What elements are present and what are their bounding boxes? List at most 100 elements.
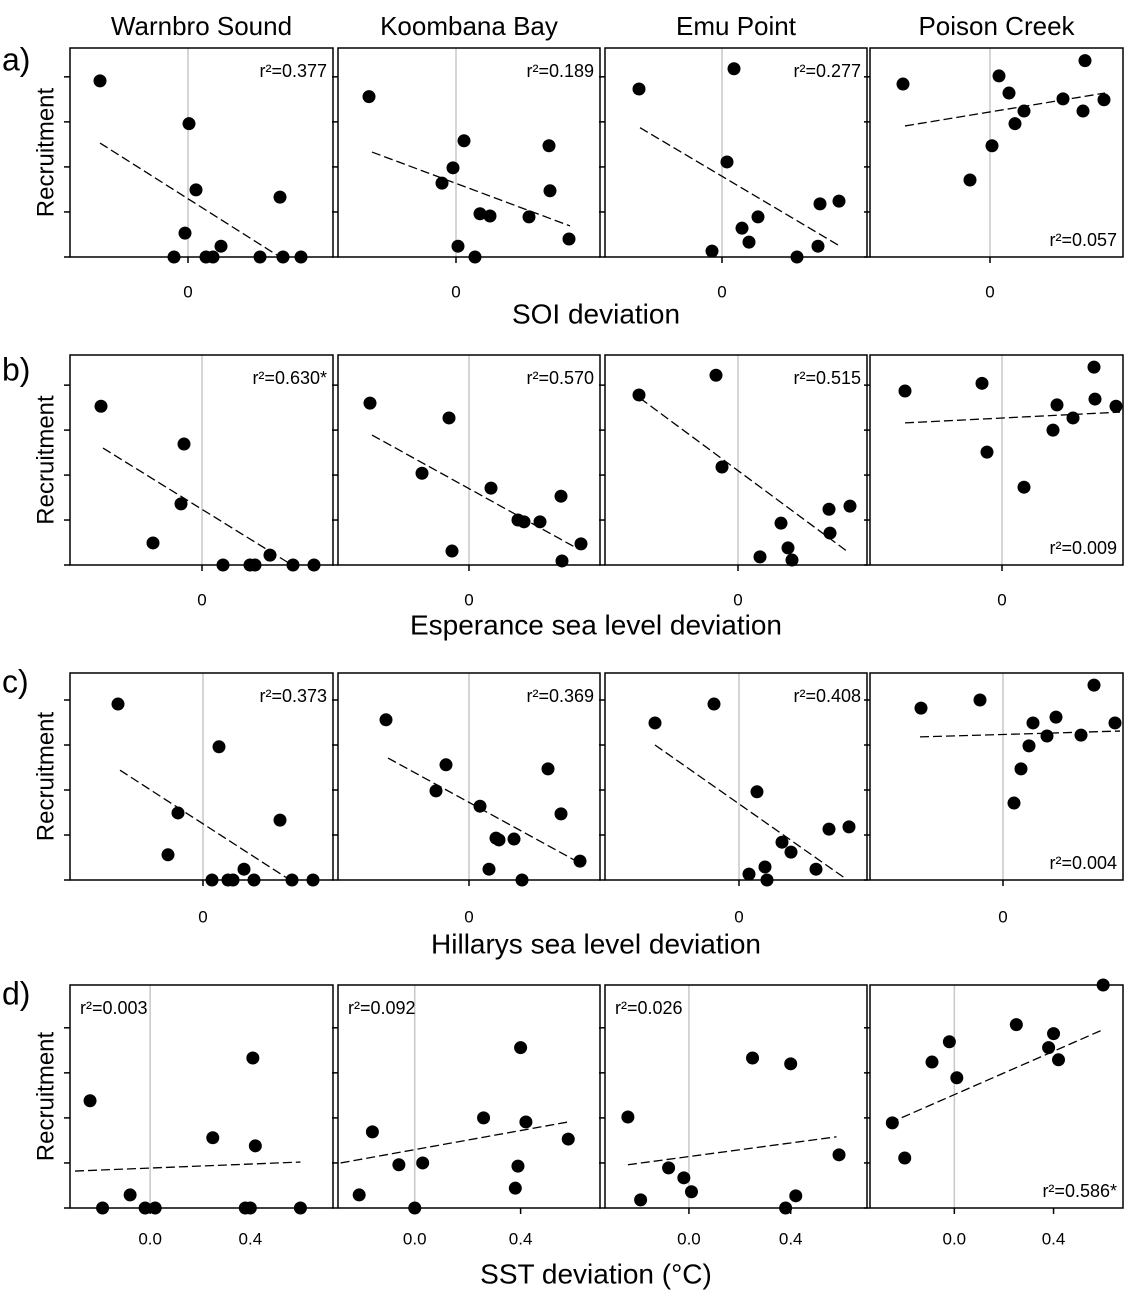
y-axis-label: Recruitment <box>32 395 59 525</box>
point <box>963 173 977 187</box>
point <box>758 860 772 874</box>
panel-frame <box>337 354 601 566</box>
x-tick-label: 0 <box>997 590 1006 609</box>
point <box>784 1057 798 1071</box>
panel-frame <box>604 984 868 1209</box>
point <box>823 526 837 540</box>
point <box>1017 104 1031 118</box>
y-axis-label: Recruitment <box>32 87 59 217</box>
point <box>573 854 587 868</box>
point <box>1040 729 1054 743</box>
x-tick-label: 0.4 <box>239 1229 263 1248</box>
point <box>482 862 496 876</box>
column-title: Koombana Bay <box>380 11 558 41</box>
point <box>742 235 756 249</box>
point <box>735 221 749 235</box>
point <box>980 445 994 459</box>
point <box>662 1161 676 1175</box>
point <box>511 1159 525 1173</box>
point <box>492 833 506 847</box>
point <box>621 1110 635 1124</box>
point <box>1046 423 1060 437</box>
point <box>925 1055 939 1069</box>
x-tick-label: 0 <box>998 907 1007 926</box>
trend-line <box>119 769 291 881</box>
point <box>446 161 460 175</box>
point <box>1014 762 1028 776</box>
panel-frame <box>604 354 868 566</box>
panel-frame <box>69 47 334 258</box>
point <box>1042 1041 1056 1055</box>
x-axis-label: SOI deviation <box>512 298 680 329</box>
panel-frame <box>604 672 868 881</box>
trend-line <box>919 730 1121 738</box>
point <box>1052 1053 1066 1067</box>
point <box>709 368 723 382</box>
x-tick-label: 0.4 <box>1042 1229 1066 1248</box>
x-tick-label: 0.4 <box>509 1229 533 1248</box>
point <box>632 82 646 96</box>
point <box>484 481 498 495</box>
point <box>727 62 741 76</box>
x-tick-label: 0 <box>198 907 207 926</box>
trend-line <box>102 447 293 566</box>
point <box>507 832 521 846</box>
point <box>415 466 429 480</box>
point <box>177 437 191 451</box>
point <box>273 190 287 204</box>
column-title: Poison Creek <box>918 11 1075 41</box>
point <box>392 1158 406 1172</box>
point <box>843 499 857 513</box>
x-tick-label: 0.4 <box>779 1229 803 1248</box>
point <box>973 693 987 707</box>
r-squared: r²=0.057 <box>1049 230 1117 250</box>
point <box>416 1156 430 1170</box>
point <box>898 1151 912 1165</box>
r-squared: r²=0.009 <box>1049 538 1117 558</box>
r-squared: r²=0.570 <box>526 368 594 388</box>
point <box>842 820 856 834</box>
point <box>1078 54 1092 68</box>
point <box>574 537 588 551</box>
x-tick-label: 0 <box>717 282 726 301</box>
x-axis-label: Hillarys sea level deviation <box>431 928 761 959</box>
column-title: Warnbro Sound <box>111 11 292 41</box>
panel-frame <box>869 672 1124 881</box>
panel-frame <box>869 984 1124 1209</box>
point <box>519 1115 533 1129</box>
row-label: c) <box>2 663 29 699</box>
x-axis-label: SST deviation (°C) <box>480 1258 712 1289</box>
point <box>457 134 471 148</box>
trend-line <box>889 1029 1104 1124</box>
point <box>93 74 107 88</box>
point <box>1066 411 1080 425</box>
point <box>554 807 568 821</box>
point <box>677 1171 691 1185</box>
r-squared: r²=0.004 <box>1049 853 1117 873</box>
point <box>123 1188 137 1202</box>
point <box>1097 93 1111 107</box>
point <box>784 845 798 859</box>
point <box>543 184 557 198</box>
point <box>1009 1018 1023 1032</box>
point <box>365 1125 379 1139</box>
point <box>832 1148 846 1162</box>
point <box>1007 796 1021 810</box>
point <box>1087 678 1101 692</box>
point <box>985 139 999 153</box>
row-label: b) <box>2 351 30 387</box>
point <box>514 1041 528 1055</box>
point <box>1088 392 1102 406</box>
point <box>1026 716 1040 730</box>
point <box>885 1116 899 1130</box>
point <box>822 822 836 836</box>
point <box>707 697 721 711</box>
point <box>684 1185 698 1199</box>
point <box>751 210 765 224</box>
panel-frame <box>337 47 601 258</box>
point <box>555 554 569 568</box>
point <box>753 550 767 564</box>
point <box>214 239 228 253</box>
y-axis-label: Recruitment <box>32 1031 59 1161</box>
panel-frame <box>604 47 868 258</box>
